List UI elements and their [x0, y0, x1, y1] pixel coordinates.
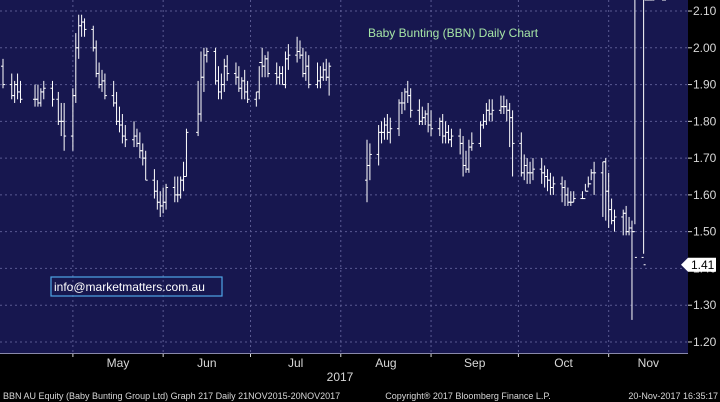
ohlc-bar: [571, 191, 576, 203]
ohlc-bar: [286, 44, 291, 70]
email-annotation: info@marketmatters.com.au: [54, 280, 205, 294]
plot-area: [0, 0, 688, 353]
ohlc-bar: [551, 176, 556, 195]
x-tick-label: Sep: [464, 356, 486, 370]
y-axis: 2.102.001.901.801.701.601.501.401.301.20: [688, 4, 717, 349]
email-box: [50, 276, 223, 297]
y-tick-label: 1.60: [693, 188, 717, 202]
ohlc-bar: [50, 80, 55, 107]
price-bars: [1, 0, 666, 320]
x-tick-label: May: [107, 356, 130, 370]
ohlc-bar: [204, 47, 209, 63]
ohlc-bar: [123, 125, 128, 148]
footer-right: 20-Nov-2017 16:35:17: [628, 391, 718, 401]
footer-center: Copyright® 2017 Bloomberg Finance L.P.: [385, 391, 551, 401]
ohlc-bar: [429, 110, 434, 137]
x-axis: May Jun Jul Aug Sep Oct Nov: [0, 353, 688, 370]
y-tick-label: 1.50: [693, 225, 717, 239]
y-tick-label: 1.90: [693, 78, 717, 92]
ohlc-bar: [510, 110, 515, 177]
ohlc-bar: [245, 80, 250, 103]
ohlc-bar: [41, 80, 46, 100]
ohlc-bar: [449, 128, 454, 148]
ohlc-bar: [18, 80, 23, 103]
last-price-marker: [681, 257, 716, 272]
ohlc-bar: [327, 62, 332, 96]
ohlc-bar: [367, 143, 372, 181]
y-tick-label: 1.80: [693, 114, 717, 128]
ohlc-bar: [632, 0, 637, 258]
x-tick-label: Jun: [197, 356, 216, 370]
ohlc-bar: [612, 209, 617, 232]
ohlc-bar: [490, 99, 495, 122]
ohlc-bar: [388, 117, 393, 144]
ohlc-bar: [641, 0, 646, 266]
last-price-tag: 1.41: [681, 257, 716, 272]
footer-left: BBN AU Equity (Baby Bunting Group Ltd) G…: [3, 391, 340, 401]
ohlc-bar: [102, 73, 107, 100]
year-label: 2017: [327, 370, 354, 384]
x-tick-label: Oct: [554, 356, 573, 370]
chart-title: Baby Bunting (BBN) Daily Chart: [368, 26, 539, 40]
y-tick-label: 1.20: [693, 335, 717, 349]
x-tick-label: Aug: [375, 356, 396, 370]
y-tick-label: 1.30: [693, 298, 717, 312]
x-tick-label: Nov: [638, 356, 659, 370]
y-tick-label: 2.10: [693, 4, 717, 18]
ohlc-bar: [408, 88, 413, 118]
ohlc-bar: [62, 102, 67, 151]
x-tick-label: Jul: [288, 356, 303, 370]
ohlc-bar: [306, 55, 311, 89]
ohlc-bar: [164, 183, 169, 210]
y-tick-label: 2.00: [693, 41, 717, 55]
ohlc-bar: [469, 132, 474, 151]
ohlc-bar: [225, 55, 230, 81]
ohlc-bar: [143, 150, 148, 181]
last-price-label: 1.41: [691, 258, 715, 272]
ohlc-bar: [592, 161, 597, 195]
y-tick-label: 1.70: [693, 151, 717, 165]
ohlc-bar: [530, 158, 535, 181]
ohlc-bar: [265, 51, 270, 78]
ohlc-bar: [1, 58, 5, 89]
ohlc-bar: [184, 128, 189, 177]
ohlc-bar: [82, 18, 87, 37]
